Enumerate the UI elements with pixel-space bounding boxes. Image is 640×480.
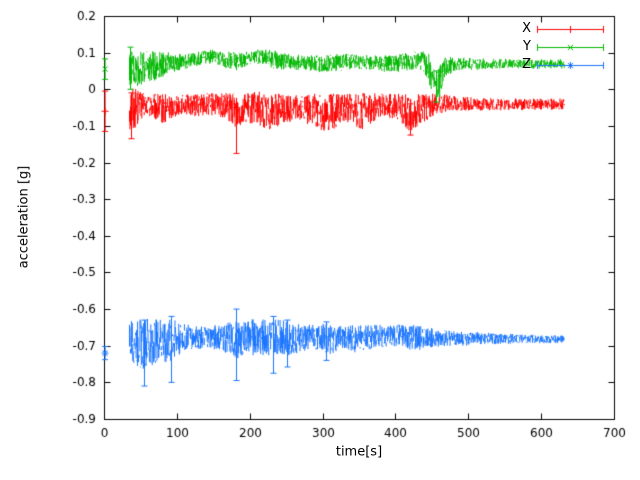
legend-label-x: X [522, 21, 531, 36]
legend-label-z: Z [522, 57, 531, 72]
x-axis-label: time[s] [335, 444, 383, 460]
y-axis-label: acceleration [g] [16, 165, 32, 269]
legend-label-y: Y [523, 39, 531, 54]
